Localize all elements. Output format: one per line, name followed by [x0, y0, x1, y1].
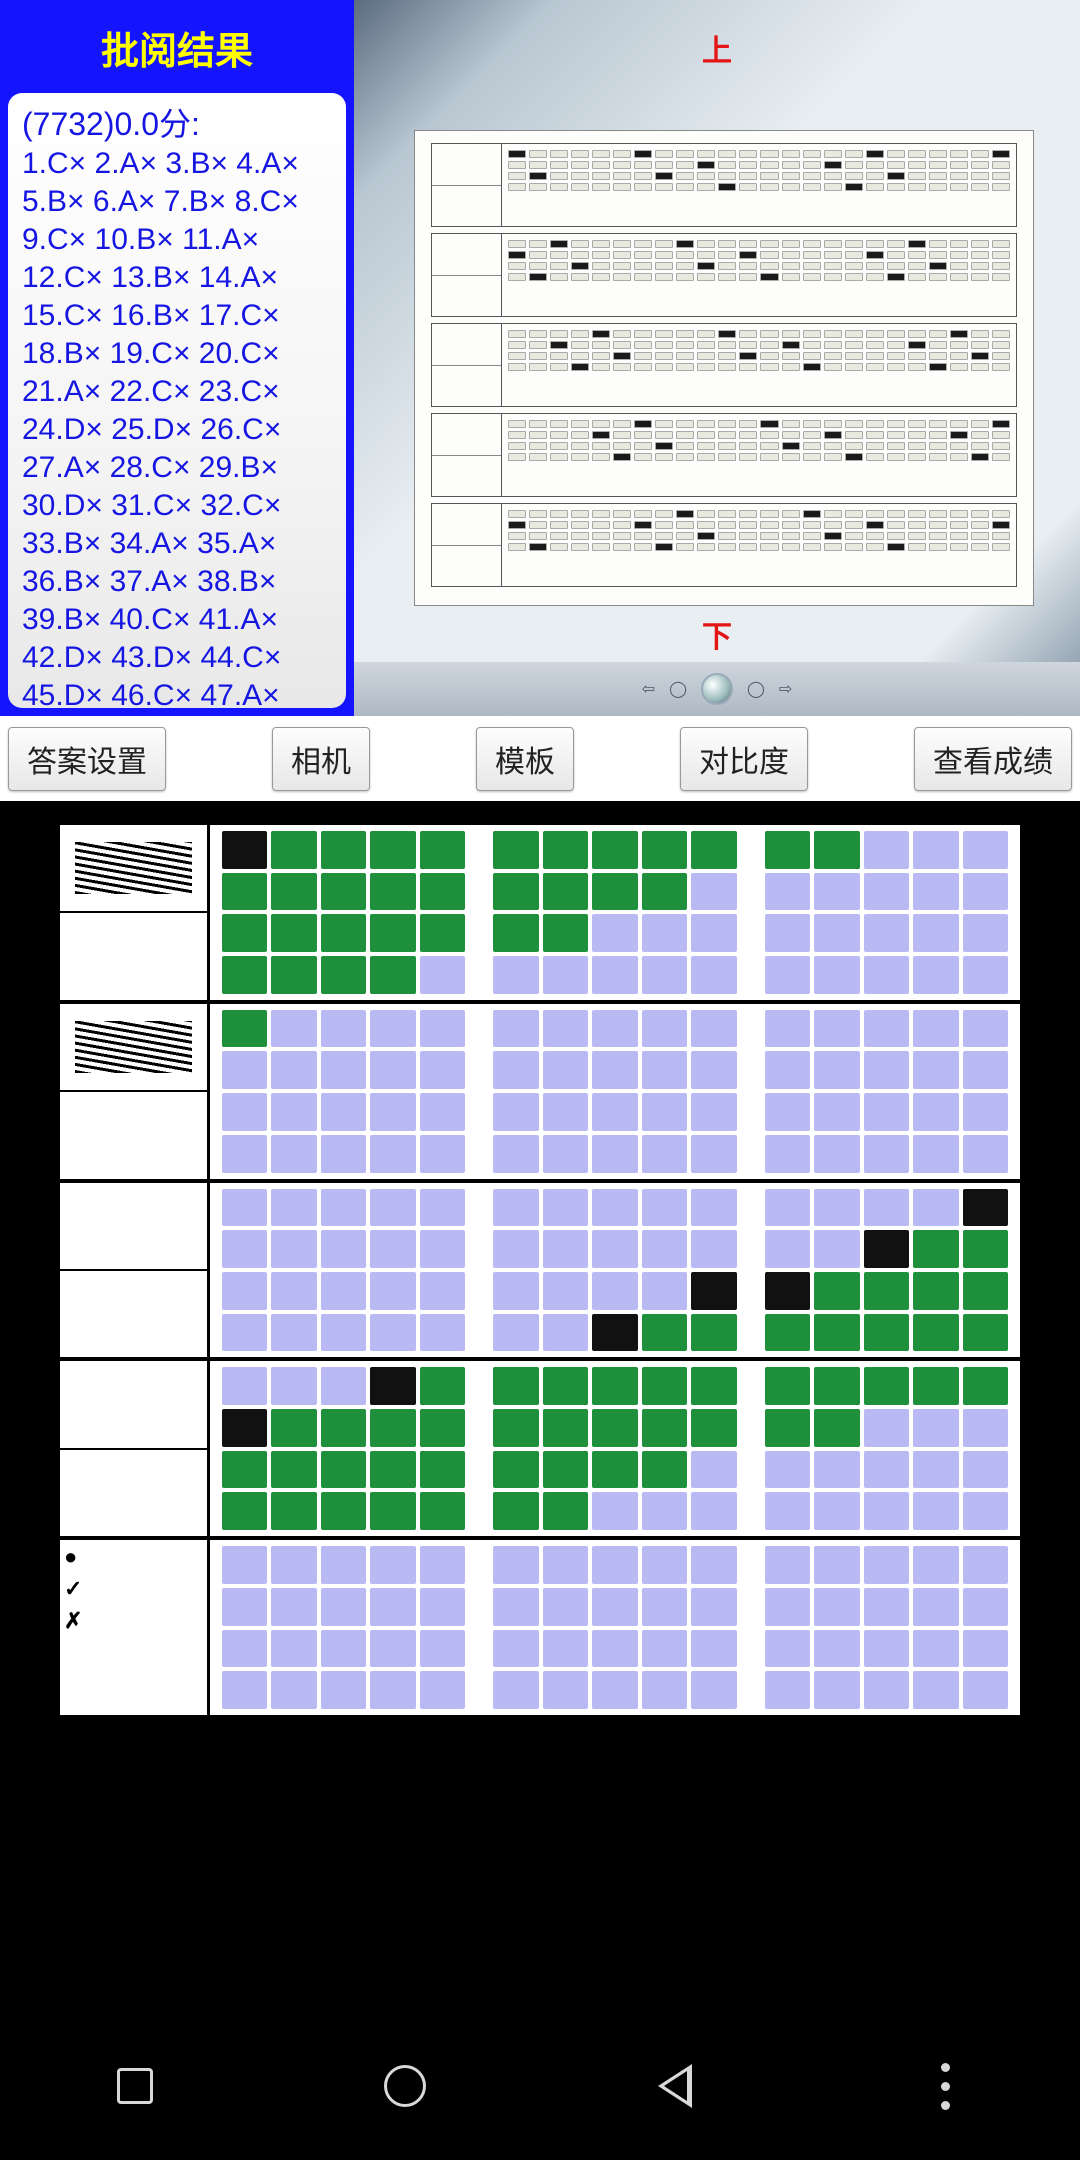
results-line: 36.B× 37.A× 38.B× — [22, 563, 332, 601]
home-button[interactable] — [380, 2061, 430, 2111]
results-line: 33.B× 34.A× 35.A× — [22, 525, 332, 563]
results-line: 5.B× 6.A× 7.B× 8.C× — [22, 183, 332, 221]
toolbar: 答案设置 相机 模板 对比度 查看成绩 — [0, 716, 1080, 801]
android-nav-bar — [0, 2012, 1080, 2160]
template-button[interactable]: 模板 — [476, 727, 574, 791]
bezel-glyph: ⇨ — [779, 679, 792, 699]
results-line: 18.B× 19.C× 20.C× — [22, 335, 332, 373]
results-line: 42.D× 43.D× 44.C× — [22, 639, 332, 677]
back-button[interactable] — [650, 2061, 700, 2111]
answer-settings-button[interactable]: 答案设置 — [8, 727, 166, 791]
results-pane: 批阅结果 (7732)0.0分: 1.C× 2.A× 3.B× 4.A×5.B×… — [0, 0, 354, 716]
results-line: 12.C× 13.B× 14.A× — [22, 259, 332, 297]
results-line: 1.C× 2.A× 3.B× 4.A× — [22, 145, 332, 183]
results-title: 批阅结果 — [101, 8, 253, 93]
bezel-glyph: ◯ — [747, 679, 765, 699]
results-list: 1.C× 2.A× 3.B× 4.A×5.B× 6.A× 7.B× 8.C×9.… — [22, 145, 332, 708]
contrast-button[interactable]: 对比度 — [680, 727, 808, 791]
results-line: 39.B× 40.C× 41.A× — [22, 601, 332, 639]
recent-apps-button[interactable] — [110, 2061, 160, 2111]
top-region: 批阅结果 (7732)0.0分: 1.C× 2.A× 3.B× 4.A×5.B×… — [0, 0, 1080, 716]
results-line: 15.C× 16.B× 17.C× — [22, 297, 332, 335]
processed-area: ●✓✗ — [0, 801, 1080, 2012]
monitor-knob — [701, 673, 733, 705]
camera-top-marker: 上 — [702, 26, 732, 70]
processed-sheet[interactable]: ●✓✗ — [60, 825, 1020, 1715]
results-line: 45.D× 46.C× 47.A× — [22, 677, 332, 708]
results-box[interactable]: (7732)0.0分: 1.C× 2.A× 3.B× 4.A×5.B× 6.A×… — [8, 93, 346, 708]
results-line: 21.A× 22.C× 23.C× — [22, 373, 332, 411]
camera-bg: 上 下 ⇦ ◯ ◯ ⇨ — [354, 0, 1080, 716]
more-button[interactable] — [920, 2061, 970, 2111]
view-scores-button[interactable]: 查看成绩 — [914, 727, 1072, 791]
results-header: (7732)0.0分: — [22, 105, 332, 143]
bezel-glyph: ⇦ — [642, 679, 655, 699]
results-line: 27.A× 28.C× 29.B× — [22, 449, 332, 487]
answer-sheet-photo — [414, 130, 1034, 606]
camera-preview[interactable]: 上 下 ⇦ ◯ ◯ ⇨ — [354, 0, 1080, 716]
camera-button[interactable]: 相机 — [272, 727, 370, 791]
camera-bottom-marker: 下 — [702, 612, 732, 656]
monitor-bezel: ⇦ ◯ ◯ ⇨ — [354, 662, 1080, 716]
bezel-glyph: ◯ — [669, 679, 687, 699]
results-line: 24.D× 25.D× 26.C× — [22, 411, 332, 449]
results-line: 9.C× 10.B× 11.A× — [22, 221, 332, 259]
results-line: 30.D× 31.C× 32.C× — [22, 487, 332, 525]
